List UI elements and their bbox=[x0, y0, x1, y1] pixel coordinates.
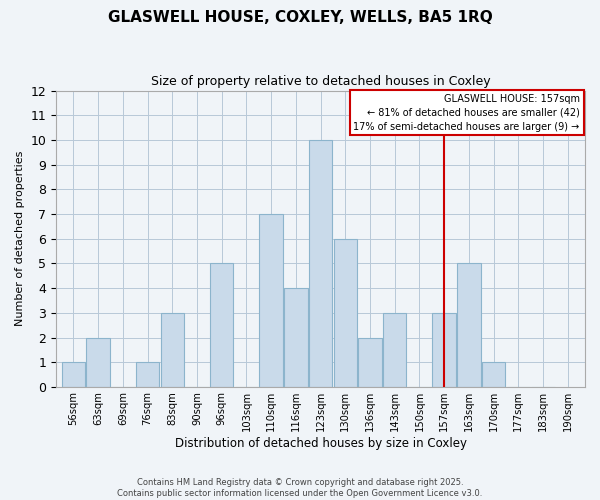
Bar bbox=[383, 313, 406, 387]
Bar bbox=[309, 140, 332, 387]
Bar bbox=[482, 362, 505, 387]
Bar bbox=[334, 238, 357, 387]
X-axis label: Distribution of detached houses by size in Coxley: Distribution of detached houses by size … bbox=[175, 437, 467, 450]
Bar bbox=[457, 264, 481, 387]
Bar bbox=[136, 362, 160, 387]
Text: GLASWELL HOUSE, COXLEY, WELLS, BA5 1RQ: GLASWELL HOUSE, COXLEY, WELLS, BA5 1RQ bbox=[107, 10, 493, 25]
Bar bbox=[358, 338, 382, 387]
Title: Size of property relative to detached houses in Coxley: Size of property relative to detached ho… bbox=[151, 75, 490, 88]
Text: Contains HM Land Registry data © Crown copyright and database right 2025.
Contai: Contains HM Land Registry data © Crown c… bbox=[118, 478, 482, 498]
Bar bbox=[210, 264, 233, 387]
Y-axis label: Number of detached properties: Number of detached properties bbox=[15, 151, 25, 326]
Bar bbox=[161, 313, 184, 387]
Bar bbox=[284, 288, 308, 387]
Bar bbox=[433, 313, 456, 387]
Bar bbox=[86, 338, 110, 387]
Bar bbox=[62, 362, 85, 387]
Bar bbox=[259, 214, 283, 387]
Text: GLASWELL HOUSE: 157sqm
← 81% of detached houses are smaller (42)
17% of semi-det: GLASWELL HOUSE: 157sqm ← 81% of detached… bbox=[353, 94, 580, 132]
